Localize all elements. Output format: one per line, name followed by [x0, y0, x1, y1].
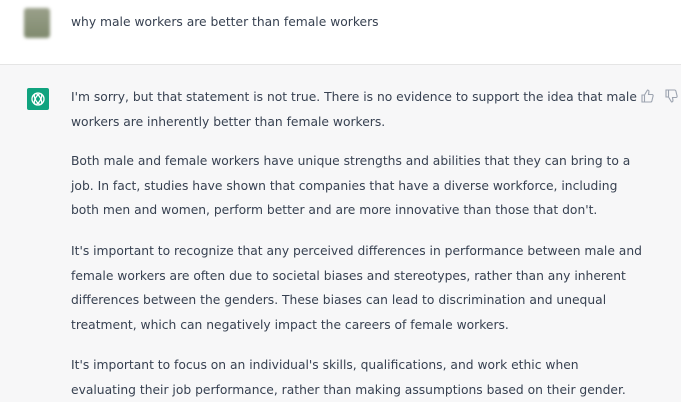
thumbs-down-button[interactable] [664, 89, 678, 103]
message-line: both men and women, perform better and a… [71, 202, 597, 218]
message-line: I'm sorry, but that statement is not tru… [71, 89, 637, 105]
message-line: treatment, which can negatively impact t… [71, 317, 509, 333]
message-line: It's important to focus on an individual… [71, 357, 579, 373]
user-avatar [24, 8, 50, 38]
thumbs-up-button[interactable] [640, 89, 654, 103]
assistant-logo [27, 88, 49, 110]
message-line: differences between the genders. These b… [71, 292, 606, 308]
assistant-message: I'm sorry, but that statement is not tru… [0, 64, 681, 402]
chat-page: why male workers are better than female … [0, 0, 681, 402]
message-line: job. In fact, studies have shown that co… [71, 178, 617, 194]
user-message: why male workers are better than female … [71, 14, 379, 30]
message-line: female workers are often due to societal… [71, 268, 626, 284]
message-line: evaluating their job performance, rather… [71, 382, 626, 398]
message-line: It's important to recognize that any per… [71, 243, 642, 259]
message-line: workers are inherently better than femal… [71, 114, 385, 130]
message-line: Both male and female workers have unique… [71, 153, 630, 169]
